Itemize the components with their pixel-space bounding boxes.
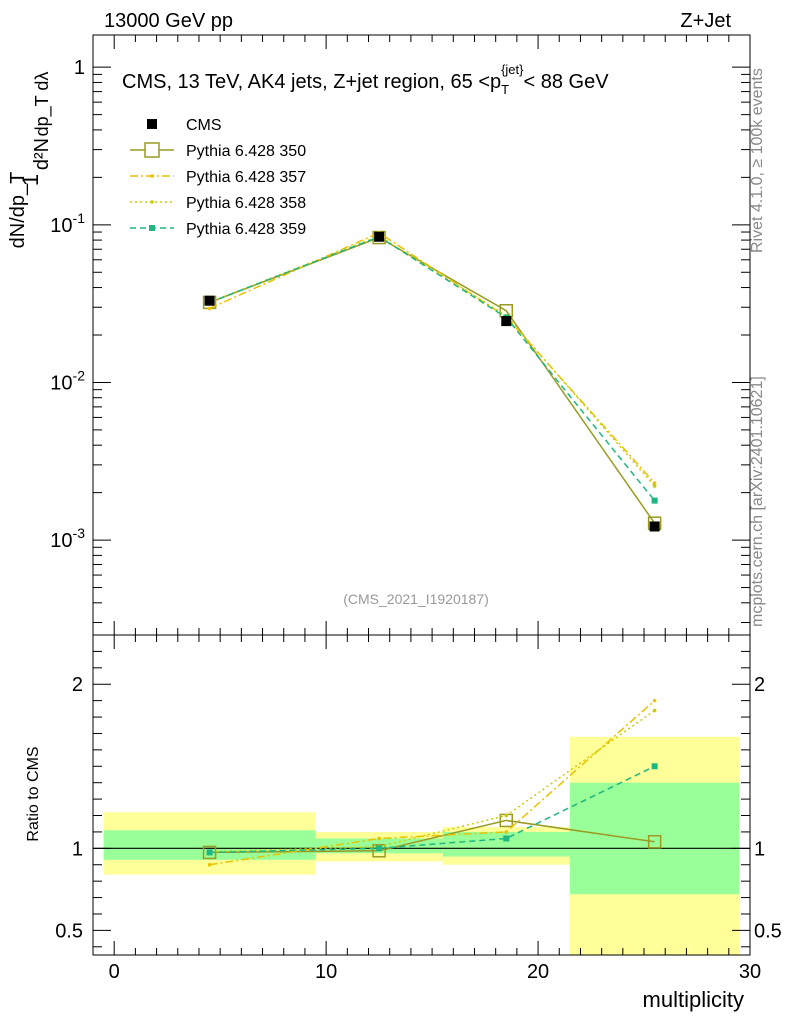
data-point: [207, 306, 212, 311]
ratio-y-tick-label-right: 2: [754, 674, 765, 696]
data-point: [204, 295, 215, 306]
data-point: [503, 835, 510, 842]
legend-label: CMS: [186, 117, 222, 134]
x-tick-label: 20: [527, 961, 549, 983]
legend-marker: [150, 200, 154, 204]
x-tick-label: 30: [739, 961, 761, 983]
data-point: [377, 836, 381, 841]
data-point: [504, 813, 509, 818]
ratio-panel: 0 10 20 30 0.5 0.5 1 1 2 2: [55, 634, 782, 983]
legend-item: Pythia 6.428 358: [130, 195, 306, 212]
data-point: [374, 231, 385, 242]
series-line: [209, 235, 656, 487]
series-cms: [204, 231, 660, 532]
legend-label: Pythia 6.428 359: [186, 221, 306, 238]
legend-label: Pythia 6.428 350: [186, 143, 306, 160]
legend-marker: [149, 225, 155, 231]
ratio-y-tick-label-right: 0.5: [754, 920, 782, 942]
legend-label: Pythia 6.428 358: [186, 195, 306, 212]
data-point: [501, 316, 512, 327]
ratio-y-axis-label: Ratio to CMS: [25, 746, 42, 841]
data-point: [376, 845, 383, 852]
data-point: [651, 763, 658, 770]
series-line: [209, 709, 656, 853]
main-panel: 1 10-1 10-2 10-3: [50, 34, 751, 636]
ratio-series-pythia-6-428-359: [206, 763, 658, 856]
series-pythia-6-428-359: [206, 233, 658, 504]
rivet-version-label: Rivet 4.1.0, ≥ 100k events: [749, 68, 766, 253]
legend-item: Pythia 6.428 357: [130, 169, 306, 186]
svg-text:1: 1: [18, 174, 43, 186]
data-point: [652, 484, 657, 488]
series-line: [209, 765, 655, 854]
legend-marker: [150, 174, 154, 178]
legend-label: Pythia 6.428 357: [186, 169, 306, 186]
x-tick-label: 0: [109, 961, 120, 983]
series-line: [209, 235, 656, 502]
series-line: [209, 700, 656, 866]
series-line: [209, 236, 656, 524]
header-left-label: 13000 GeV pp: [104, 10, 233, 32]
svg-text:d²N: d²N: [31, 138, 53, 170]
ratio-band-inner-3: [569, 782, 740, 895]
x-tick-label: 10: [315, 961, 337, 983]
svg-text:dN/dp_T: dN/dp_T: [7, 172, 29, 249]
data-point: [647, 835, 662, 849]
analysis-annotation: (CMS_2021_I1920187): [343, 591, 489, 607]
legend-marker: [144, 142, 160, 158]
series-pythia-6-428-350: [202, 230, 662, 530]
data-point: [649, 521, 660, 532]
series-pythia-6-428-357: [207, 230, 657, 485]
ratio-y-tick-label: 2: [72, 674, 83, 696]
main-y-axis-label: 1 d²N dp_T dλ dN/dp_T: [7, 72, 53, 249]
data-point: [504, 830, 509, 834]
data-point: [651, 497, 658, 504]
y-tick-label: 10-2: [50, 367, 85, 394]
ratio-y-tick-label: 0.5: [55, 920, 83, 942]
ratio-y-tick-label-right: 1: [754, 838, 765, 860]
legend-marker: [147, 119, 157, 129]
series-pythia-6-428-358: [207, 234, 657, 488]
chart-title: CMS, 13 TeV, AK4 jets, Z+jet region, 65 …: [122, 62, 609, 97]
x-axis-label: multiplicity: [643, 987, 744, 1012]
legend-item: CMS: [147, 117, 222, 134]
y-tick-label: 10-3: [50, 525, 85, 552]
svg-text:dp_T dλ: dp_T dλ: [32, 72, 53, 137]
header-right-label: Z+Jet: [680, 10, 731, 32]
legend-item: Pythia 6.428 350: [130, 142, 306, 160]
data-point: [652, 698, 657, 703]
data-point: [207, 862, 212, 867]
y-tick-label: 10-1: [50, 210, 85, 237]
data-point: [372, 844, 386, 858]
series-line: [209, 231, 656, 484]
source-label: mcplots.cern.ch [arXiv:2401.10621]: [749, 376, 766, 627]
ratio-frame: [92, 634, 751, 956]
y-tick-label: 1: [74, 57, 85, 79]
legend: CMS Pythia 6.428 350 Pythia 6.428 357 Pythi…: [130, 117, 306, 238]
legend-item: Pythia 6.428 359: [130, 221, 306, 238]
data-point: [206, 849, 213, 856]
data-point: [652, 708, 657, 713]
ratio-series-pythia-6-428-357: [207, 698, 657, 867]
ratio-y-tick-label: 1: [72, 838, 83, 860]
